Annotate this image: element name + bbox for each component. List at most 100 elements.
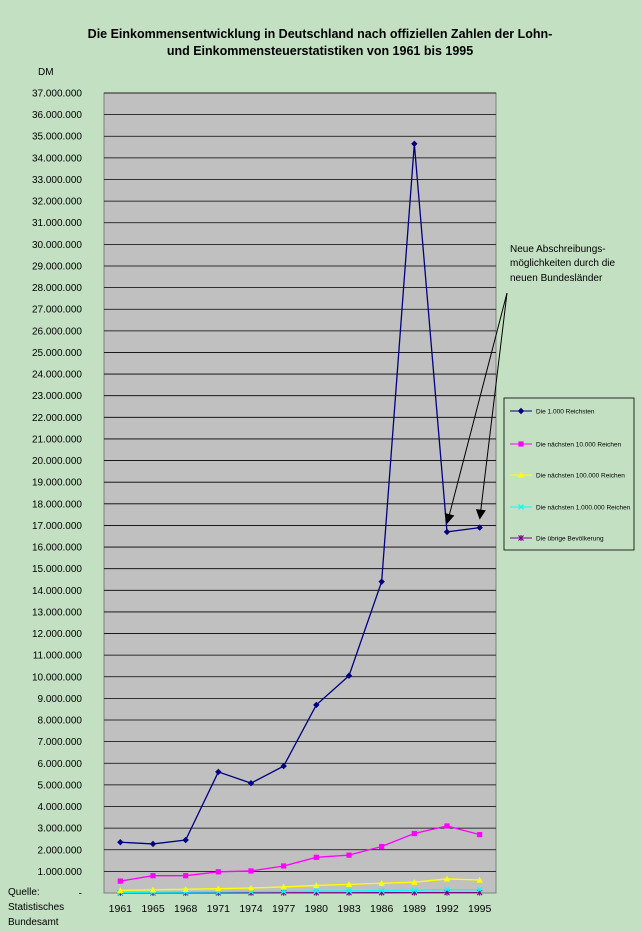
annotation-line-1: Neue Abschreibungs- xyxy=(510,244,606,255)
data-point xyxy=(280,888,287,895)
y-tick-label: 30.000.000 xyxy=(32,240,82,251)
data-point-stroke xyxy=(313,888,320,894)
annotation-arrow-head xyxy=(475,509,486,520)
x-tick-label: 1983 xyxy=(337,903,361,915)
x-tick-label: 1961 xyxy=(109,903,133,915)
data-point xyxy=(215,869,221,875)
y-tick-label: 11.000.000 xyxy=(33,651,83,662)
x-axis-ticks: 1961 1965 1968 1971 1974 1977 1980 1983 1986 1989… xyxy=(109,903,492,915)
series-line xyxy=(120,825,480,882)
x-tick-label: 1986 xyxy=(370,903,394,915)
data-point xyxy=(313,888,320,894)
data-point xyxy=(518,535,524,541)
y-tick-label: 35.000.000 xyxy=(32,132,82,143)
series-line xyxy=(120,888,480,894)
series-lines xyxy=(117,140,483,896)
y-tick-label: 33.000.000 xyxy=(32,175,82,186)
annotation-note: Neue Abschreibungs- möglichkeiten durch … xyxy=(510,244,615,284)
data-point xyxy=(215,768,222,776)
annotation-arrow-line xyxy=(480,292,508,512)
x-tick-label: 1968 xyxy=(174,903,198,915)
y-tick-label: 34.000.000 xyxy=(32,153,82,164)
legend-entry: Die nächsten 10.000 Reichen xyxy=(510,441,622,449)
data-point xyxy=(411,887,418,894)
y-tick-label: 8.000.000 xyxy=(38,716,83,727)
y-tick-label: - xyxy=(79,889,82,900)
y-tick-label: 4.000.000 xyxy=(38,802,83,813)
data-point xyxy=(443,875,451,882)
data-point xyxy=(183,873,189,879)
data-point xyxy=(215,885,222,892)
annotation-arrows xyxy=(444,292,508,524)
y-tick-label: 31.000.000 xyxy=(32,218,82,229)
plot-area xyxy=(103,92,497,894)
data-point xyxy=(182,886,189,892)
data-point xyxy=(247,779,255,787)
y-tick-label: 18.000.000 xyxy=(32,499,82,510)
legend-label: Die 1.000 Reichsten xyxy=(536,409,595,416)
y-tick-label: 9.000.000 xyxy=(38,694,83,705)
data-point xyxy=(378,578,385,585)
data-point xyxy=(248,868,254,874)
data-point xyxy=(149,840,157,848)
data-point xyxy=(313,854,319,860)
data-point-stroke xyxy=(411,887,418,894)
legend-box xyxy=(503,397,635,551)
data-point-stroke xyxy=(378,887,385,894)
data-point xyxy=(476,886,483,893)
source-line-2: Statistisches xyxy=(8,902,64,913)
data-point xyxy=(313,882,320,888)
data-point-stroke xyxy=(280,888,287,895)
data-point xyxy=(182,836,189,844)
legend-entry: Die übrige Bevölkerung xyxy=(510,535,604,543)
x-tick-label: 1974 xyxy=(239,903,263,915)
chart-title-line-2: und Einkommensteuerstatistiken von 1961 … xyxy=(167,44,473,58)
y-tick-label: 15.000.000 xyxy=(32,564,82,575)
source-line-3: Bundesamt xyxy=(8,917,59,928)
source-line-1: Quelle: xyxy=(8,887,40,898)
y-tick-label: 16.000.000 xyxy=(32,543,82,554)
series-line xyxy=(120,878,480,892)
y-tick-label: 20.000.000 xyxy=(32,456,82,467)
x-tick-label: 1965 xyxy=(141,903,165,915)
data-point xyxy=(444,823,450,829)
x-tick-label: 1977 xyxy=(272,903,296,915)
x-tick-label: 1989 xyxy=(403,903,427,915)
annotation-line-2: möglichkeiten durch die xyxy=(510,258,615,269)
legend: Die 1.000 Reichsten Die nächsten 10.000 R… xyxy=(510,407,631,543)
y-tick-label: 19.000.000 xyxy=(32,478,82,489)
grid-lines xyxy=(104,92,496,872)
data-point xyxy=(411,878,418,885)
legend-label: Die nächsten 10.000 Reichen xyxy=(536,442,622,449)
data-point xyxy=(346,852,352,858)
y-tick-label: 2.000.000 xyxy=(38,845,83,856)
y-tick-label: 6.000.000 xyxy=(38,759,83,770)
series xyxy=(117,823,483,884)
y-tick-label: 22.000.000 xyxy=(32,413,82,424)
legend-entry: Die 1.000 Reichsten xyxy=(510,407,595,416)
data-point xyxy=(280,762,287,770)
series xyxy=(117,140,483,848)
legend-label: Die nächsten 100.000 Reichen xyxy=(536,473,625,480)
y-tick-label: 7.000.000 xyxy=(38,737,83,748)
y-tick-label: 1.000.000 xyxy=(38,867,83,878)
data-point xyxy=(117,838,124,846)
x-tick-label: 1995 xyxy=(468,903,492,915)
data-point xyxy=(150,873,156,879)
data-point-stroke xyxy=(444,886,450,893)
y-tick-label: 36.000.000 xyxy=(32,110,82,121)
data-point xyxy=(411,830,417,837)
data-point-stroke xyxy=(518,504,524,510)
y-tick-label: 3.000.000 xyxy=(38,824,83,835)
y-tick-label: 21.000.000 xyxy=(32,434,82,445)
data-point xyxy=(517,471,525,478)
data-point xyxy=(280,883,287,890)
legend-label: Die nächsten 1.000.000 Reichen xyxy=(536,505,631,512)
y-tick-label: 14.000.000 xyxy=(32,586,82,597)
data-point-stroke xyxy=(346,887,352,894)
data-point xyxy=(477,832,483,838)
data-point xyxy=(518,441,524,447)
data-point xyxy=(313,701,320,709)
legend-label: Die übrige Bevölkerung xyxy=(536,536,604,543)
